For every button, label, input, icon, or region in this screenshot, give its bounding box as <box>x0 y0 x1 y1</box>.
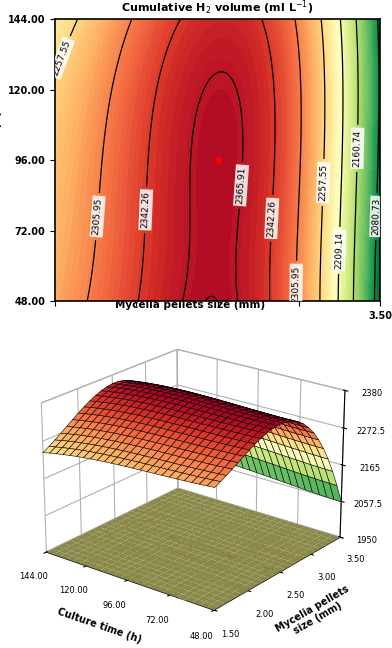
Title: Mycelia pellets size (mm): Mycelia pellets size (mm) <box>115 300 265 310</box>
Text: 2305.95: 2305.95 <box>92 198 103 235</box>
Text: 2365.91: 2365.91 <box>235 167 247 204</box>
Y-axis label: Mycelia pellets
size (mm): Mycelia pellets size (mm) <box>274 583 356 643</box>
Text: 2305.95: 2305.95 <box>291 266 301 303</box>
Text: 2160.74: 2160.74 <box>352 130 362 167</box>
Text: 2342.26: 2342.26 <box>140 191 151 229</box>
Text: 2080.73: 2080.73 <box>371 198 381 235</box>
Text: 2257.55: 2257.55 <box>51 39 73 77</box>
Title: Cumulative H$_2$ volume (ml L$^{-1}$): Cumulative H$_2$ volume (ml L$^{-1}$) <box>122 0 314 16</box>
X-axis label: Mycelia pellets size (mm): Mycelia pellets size (mm) <box>138 327 297 336</box>
Text: 2342.26: 2342.26 <box>266 200 277 237</box>
X-axis label: Culture time (h): Culture time (h) <box>56 607 143 645</box>
Y-axis label: Culture time (h): Culture time (h) <box>0 111 2 210</box>
Text: 2209.14: 2209.14 <box>334 232 344 269</box>
Text: 2257.55: 2257.55 <box>318 164 328 202</box>
